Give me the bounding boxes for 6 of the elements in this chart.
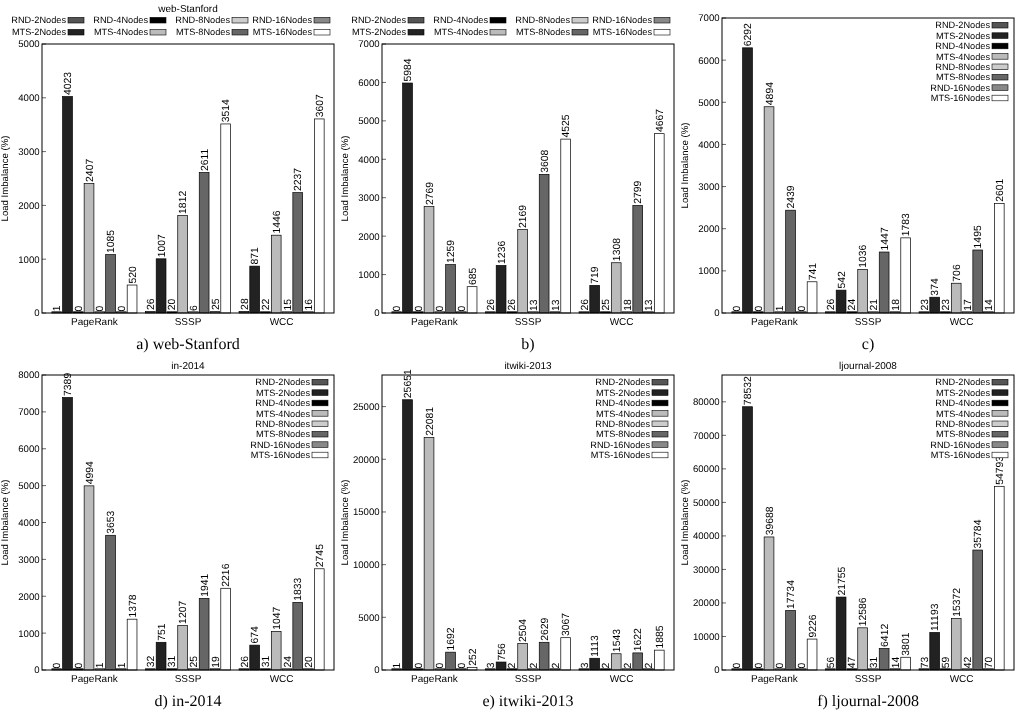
text: c) <box>861 335 875 353</box>
text: b) <box>521 335 536 353</box>
text: e) itwiki-2013 <box>482 692 574 710</box>
text: d) in-2014 <box>154 692 222 710</box>
text: f) ljournal-2008 <box>817 692 919 710</box>
text: a) web-Stanford <box>136 335 240 353</box>
